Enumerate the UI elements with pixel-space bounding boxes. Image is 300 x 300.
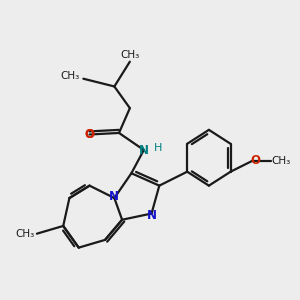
Text: CH₃: CH₃ [16,229,35,239]
Text: CH₃: CH₃ [61,70,80,81]
Text: N: N [109,190,119,203]
Text: H: H [154,142,162,152]
Text: O: O [250,154,260,167]
Text: CH₃: CH₃ [271,156,290,166]
Text: O: O [85,128,94,141]
Text: CH₃: CH₃ [120,50,140,60]
Text: N: N [146,208,157,222]
Text: O: O [85,128,94,141]
Text: N: N [139,143,149,157]
